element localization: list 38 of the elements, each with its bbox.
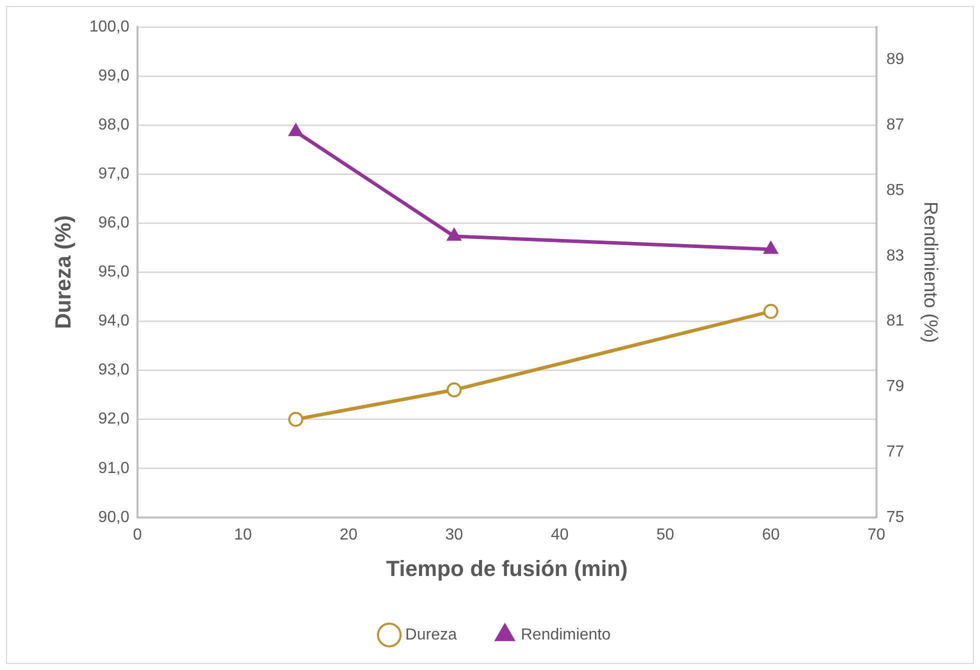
y-tick-label: 92,0 [98, 410, 130, 428]
y-tick-label: 96,0 [98, 214, 130, 232]
y-tick-label: 91,0 [98, 460, 130, 477]
y2-tick-label: 87 [886, 116, 904, 134]
y2-tick-label: 77 [886, 443, 904, 460]
x-axis-title: Tiempo de fusión (min) [386, 556, 628, 581]
x-tick-label: 30 [445, 526, 464, 544]
legend-label: Rendimiento [520, 626, 611, 644]
point [763, 240, 778, 254]
y2-tick-label: 89 [886, 51, 904, 68]
point [288, 123, 304, 136]
x-tick-label: 0 [132, 526, 142, 544]
y-tick-label: 90,0 [98, 508, 130, 526]
y2-tick-label: 79 [886, 378, 904, 396]
point [288, 412, 304, 427]
y-tick-label: 94,0 [98, 312, 130, 330]
y-tick-label: 95,0 [98, 264, 130, 281]
y-tick-label: 97,0 [98, 166, 130, 183]
y-axis-title: Dureza (%) [50, 215, 76, 330]
x-tick-label: 60 [762, 526, 780, 544]
x-tick-label: 50 [656, 526, 674, 544]
x-tick-label: 10 [234, 526, 252, 544]
y-tick-label: 99,0 [98, 67, 130, 84]
y2-tick-label: 83 [886, 247, 904, 264]
point [446, 382, 462, 398]
y-tick-label: 100,0 [89, 18, 130, 36]
y2-tick-label: 81 [886, 312, 904, 330]
y2-tick-label: 85 [886, 182, 904, 199]
x-tick-label: 20 [340, 526, 358, 544]
x-tick-label: 40 [550, 526, 569, 544]
x-tick-label: 70 [868, 526, 886, 544]
y-tick-label: 93,0 [98, 362, 130, 379]
y2-axis-title: Rendimiento (%) [919, 201, 940, 343]
y-tick-label: 98,0 [98, 116, 130, 134]
y2-tick-label: 75 [886, 508, 904, 526]
point [763, 304, 778, 319]
legend-label: Dureza [405, 626, 457, 644]
point [446, 228, 462, 241]
